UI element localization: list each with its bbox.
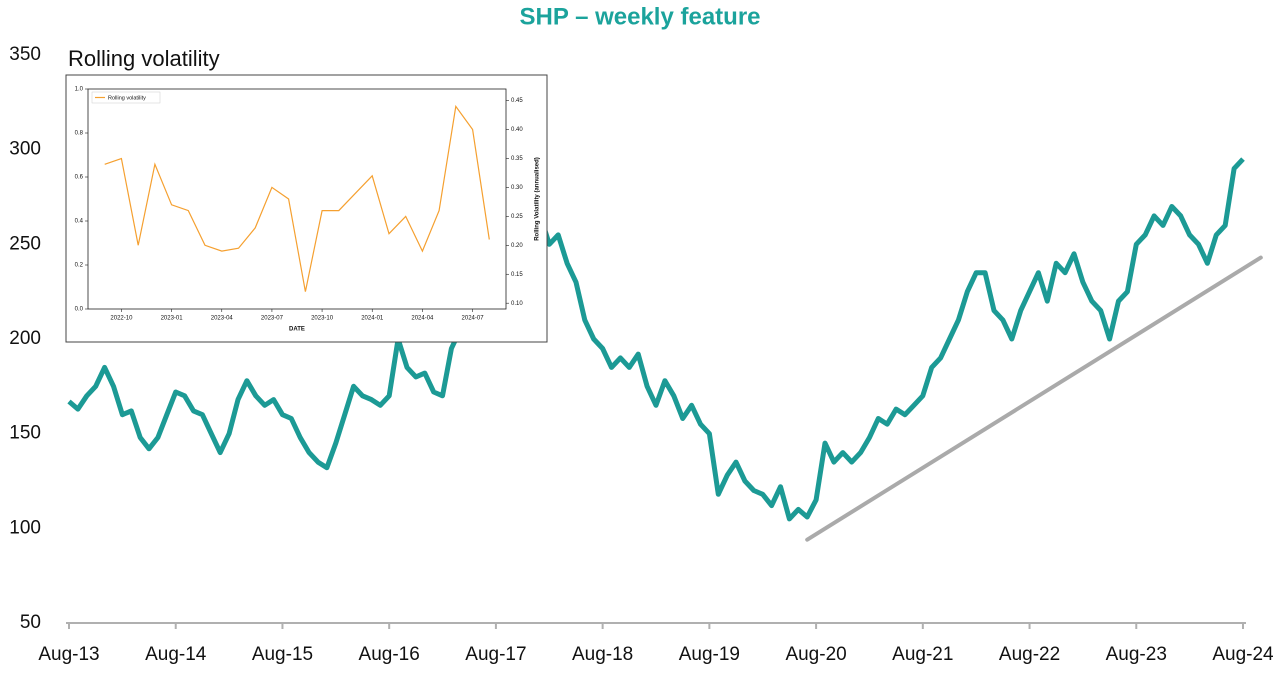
x-tick-label: Aug-24 <box>1212 644 1274 665</box>
x-tick-label: Aug-23 <box>1106 644 1167 665</box>
y-tick-label: 50 <box>20 612 41 633</box>
y-tick-label: 300 <box>9 139 41 160</box>
y2-tick-label: 0.40 <box>511 127 523 133</box>
y-tick-label: 0.0 <box>75 307 84 313</box>
x-tick-label: Aug-13 <box>38 644 99 665</box>
x-tick-label: Aug-19 <box>679 644 740 665</box>
x-tick-label: Aug-15 <box>252 644 313 665</box>
price-line <box>67 157 1245 522</box>
y-tick-label: 350 <box>9 44 41 65</box>
x-tick-label: 2023-01 <box>161 316 184 322</box>
y-tick-label: 0.8 <box>75 131 84 137</box>
x-tick-label: 2023-10 <box>311 316 334 322</box>
legend-label: Rolling volatility <box>108 95 146 101</box>
chart-title: SHP – weekly feature <box>519 3 760 30</box>
x-tick-label: 2024-01 <box>361 316 384 322</box>
x-tick-label: 2024-04 <box>411 316 434 322</box>
y-tick-label: 150 <box>9 423 41 444</box>
x-tick-label: Aug-17 <box>465 644 526 665</box>
y-tick-label: 250 <box>9 233 41 254</box>
y2-tick-label: 0.45 <box>511 98 523 104</box>
y2-tick-label: 0.25 <box>511 214 523 220</box>
x-tick-label: Aug-21 <box>892 644 953 665</box>
y2-tick-label: 0.10 <box>511 301 523 307</box>
y-tick-label: 0.6 <box>75 175 84 181</box>
trend-line <box>805 255 1263 542</box>
legend-box <box>91 91 161 104</box>
y2-tick-label: 0.20 <box>511 243 523 249</box>
x-tick-label: 2022-10 <box>110 316 133 322</box>
y-tick-label: 200 <box>9 328 41 349</box>
inset-title: Rolling volatility <box>68 46 220 71</box>
x-tick-label: Aug-18 <box>572 644 633 665</box>
x-tick-label: 2023-07 <box>261 316 284 322</box>
y-tick-label: 1.0 <box>75 87 84 93</box>
y-tick-label: 0.2 <box>75 263 84 269</box>
y-tick-label: 100 <box>9 517 41 538</box>
x-tick-label: 2023-04 <box>211 316 234 322</box>
y2-tick-label: 0.15 <box>511 272 523 278</box>
volatility-line <box>104 104 490 292</box>
x-tick-label: 2024-07 <box>462 316 485 322</box>
plot-frame <box>87 88 507 310</box>
y-tick-label: 0.4 <box>75 219 84 225</box>
inset-background <box>65 74 548 343</box>
inset-chart: Rolling volatility 0.0 0.2 0.4 0.6 0.8 1.0 0.10… <box>65 46 548 343</box>
x-tick-label: Aug-20 <box>785 644 846 665</box>
x-axis-label: DATE <box>289 327 305 333</box>
y2-tick-label: 0.30 <box>511 185 523 191</box>
x-tick-label: Aug-22 <box>999 644 1060 665</box>
x-tick-label: Aug-16 <box>359 644 420 665</box>
y2-tick-label: 0.35 <box>511 156 523 162</box>
y2-axis-label: Rolling Volatility (annualised) <box>535 157 541 241</box>
x-tick-label: Aug-14 <box>145 644 207 665</box>
